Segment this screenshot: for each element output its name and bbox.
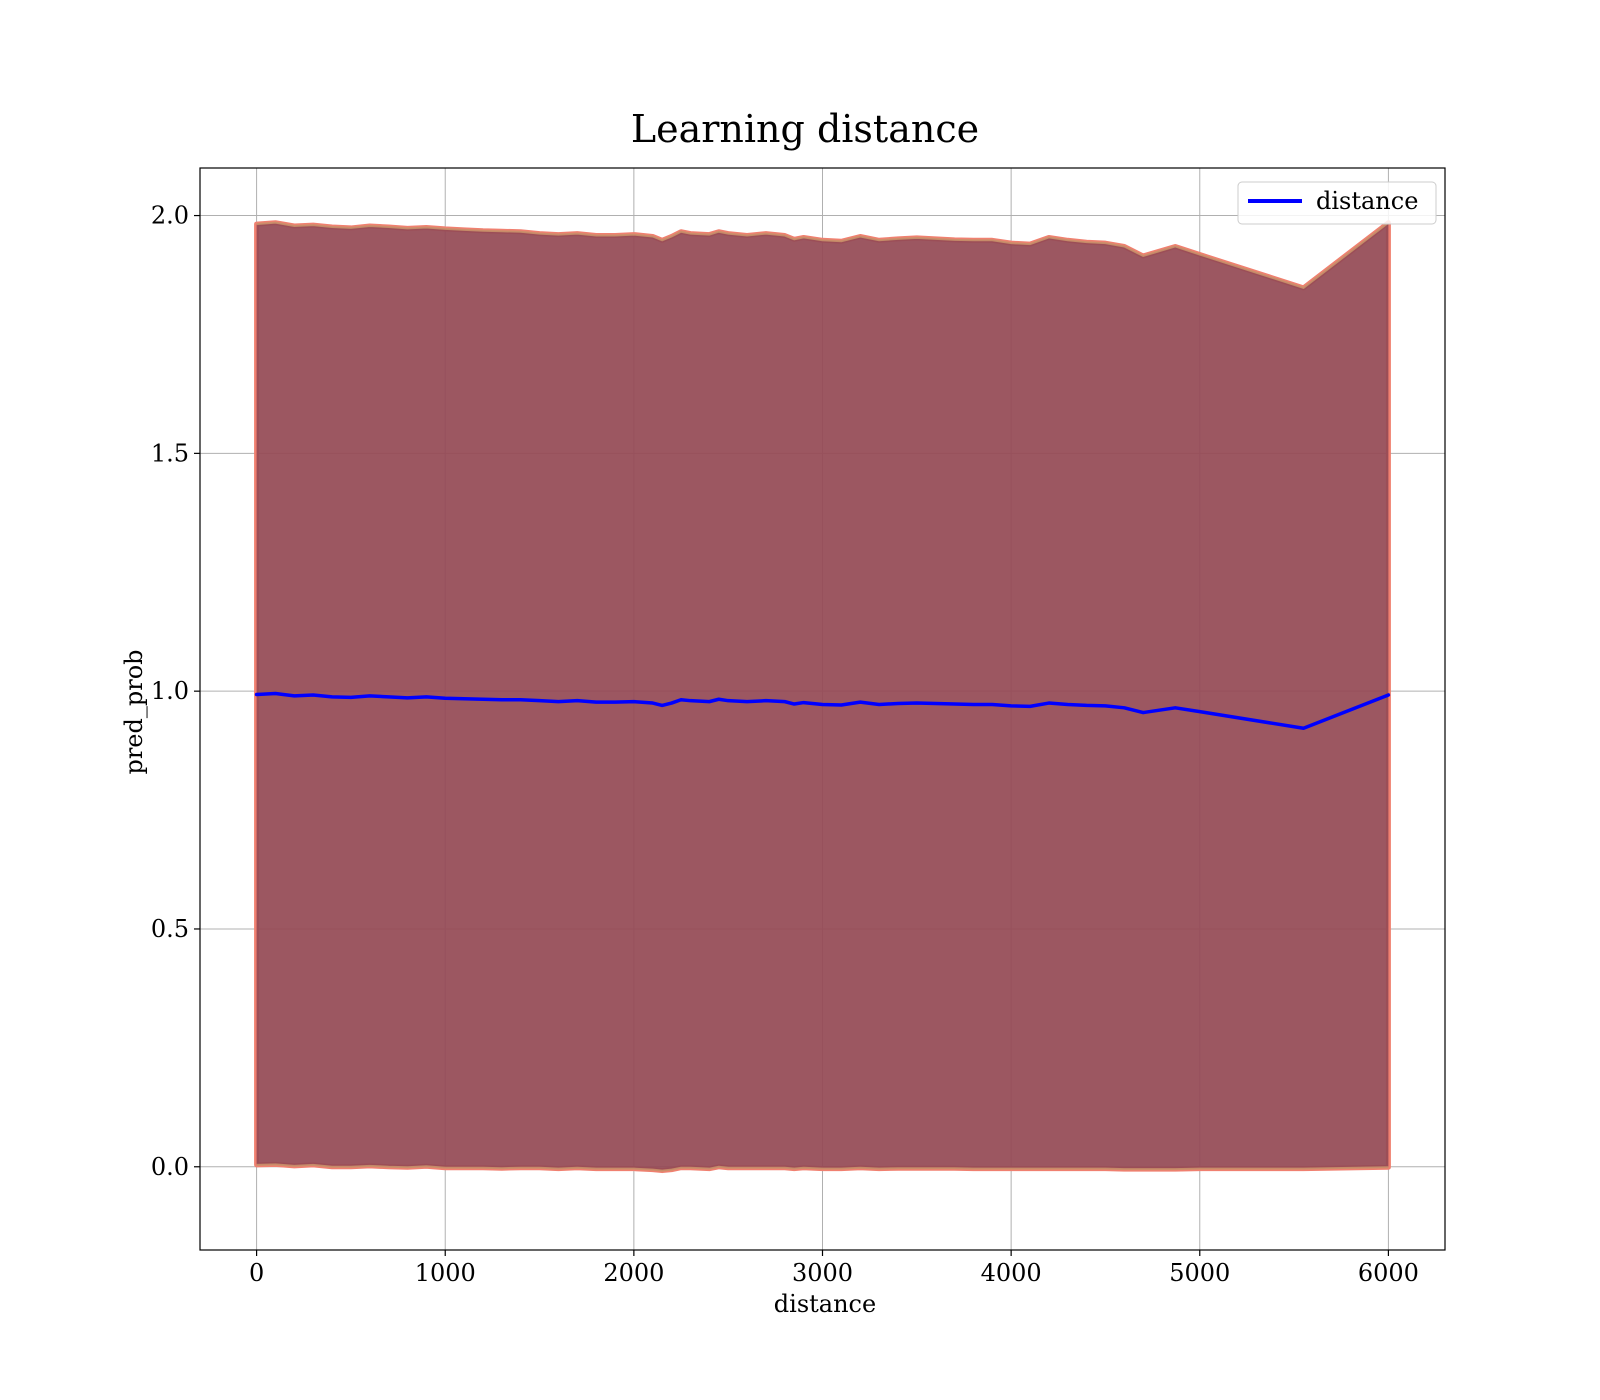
band-inner-0 [256, 222, 1389, 1171]
series-lines [254, 691, 1391, 731]
y-tick-label-1: 0.5 [151, 915, 189, 943]
legend-frame [1237, 181, 1437, 225]
y-axis-ticks: 0.0 0.5 1.0 1.5 2.0 [151, 202, 200, 1181]
x-tick-label-0: 0 [249, 1259, 264, 1287]
x-axis-label: distance [774, 1290, 876, 1318]
chart-title: Learning distance [631, 107, 979, 151]
legend: distance [1237, 181, 1437, 225]
x-tick-label-3: 3000 [792, 1259, 853, 1287]
x-tick-label-5: 5000 [1169, 1259, 1230, 1287]
band-upper-edge-0 [256, 221, 1390, 289]
y-tick-label-4: 2.0 [151, 202, 189, 230]
legend-label-distance: distance [1316, 187, 1418, 215]
y-tick-label-3: 1.5 [151, 439, 189, 467]
x-tick-label-4: 4000 [981, 1259, 1042, 1287]
x-tick-label-2: 2000 [603, 1259, 664, 1287]
confidence-band [254, 220, 1391, 1174]
band-lower-edge-0 [256, 1163, 1389, 1172]
x-axis-ticks: 0 1000 2000 3000 4000 5000 6000 [249, 1250, 1419, 1287]
series-line-0 [254, 691, 1391, 731]
y-tick-label-2: 1.0 [151, 677, 189, 705]
y-tick-label-0: 0.0 [151, 1153, 189, 1181]
x-tick-label-6: 6000 [1358, 1259, 1419, 1287]
y-axis-label: pred_prob [120, 649, 148, 774]
x-tick-label-1: 1000 [415, 1259, 476, 1287]
